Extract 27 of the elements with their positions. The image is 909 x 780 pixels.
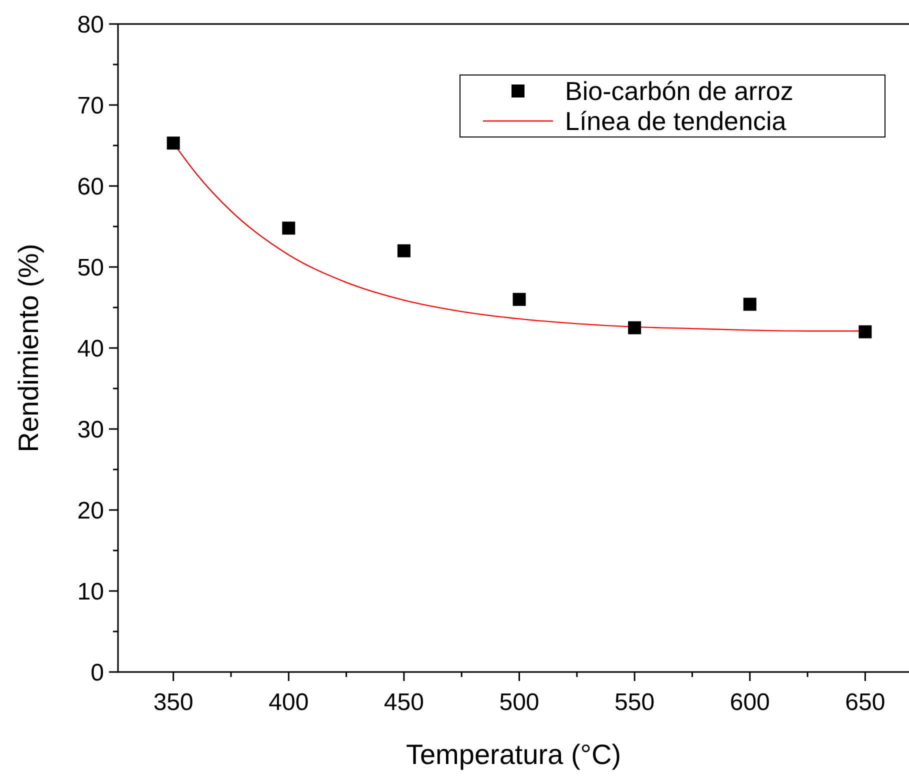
legend-label: Línea de tendencia bbox=[565, 106, 787, 136]
x-axis-title: Temperatura (°C) bbox=[406, 739, 622, 770]
point bbox=[858, 325, 872, 338]
point bbox=[743, 298, 756, 311]
y-tick-label: 70 bbox=[77, 92, 104, 120]
point bbox=[512, 292, 526, 306]
x-tick-label: 400 bbox=[268, 689, 309, 716]
y-tick-label: 80 bbox=[77, 11, 104, 38]
point bbox=[628, 321, 642, 334]
x-tick-label: 500 bbox=[499, 689, 540, 716]
point bbox=[282, 222, 296, 235]
y-tick-label: 20 bbox=[77, 497, 104, 524]
legend-label: Bio-carbón de arroz bbox=[565, 76, 794, 106]
y-tick-label: 0 bbox=[90, 659, 104, 686]
y-tick-label: 50 bbox=[77, 254, 104, 282]
x-tick-label: 450 bbox=[384, 689, 424, 716]
x-tick-label: 650 bbox=[845, 689, 886, 716]
point bbox=[397, 244, 410, 258]
y-tick-label: 10 bbox=[77, 578, 104, 606]
y-axis-title: Rendimiento (%) bbox=[13, 244, 44, 452]
y-tick-label: 30 bbox=[77, 416, 104, 444]
y-tick-label: 40 bbox=[77, 335, 104, 362]
x-tick-label: 600 bbox=[730, 689, 770, 716]
y-tick-label: 60 bbox=[77, 173, 104, 200]
x-tick-label: 550 bbox=[614, 689, 655, 716]
point bbox=[166, 136, 180, 150]
x-tick-label: 350 bbox=[153, 689, 194, 716]
